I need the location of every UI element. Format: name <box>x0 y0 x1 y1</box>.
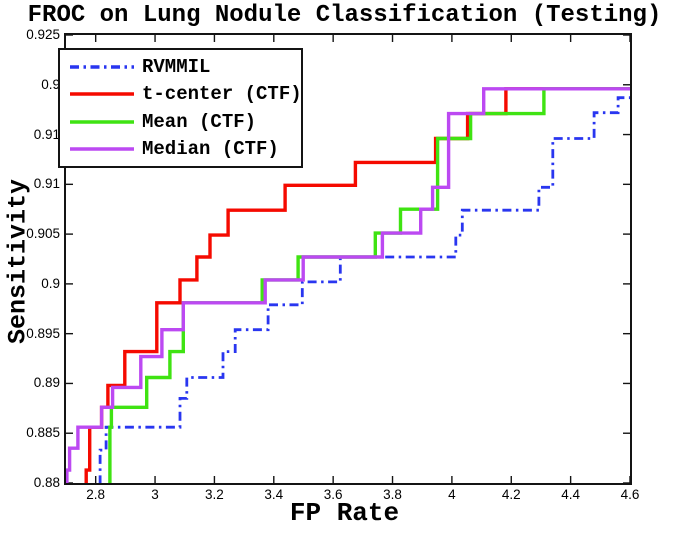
x-tick-label: 4.4 <box>561 487 581 502</box>
legend-row: Mean (CTF) <box>60 109 301 135</box>
y-tick-label: 0.895 <box>26 325 60 341</box>
legend-label: t-center (CTF) <box>142 83 302 106</box>
legend-line-icon <box>70 64 134 69</box>
legend-line-icon <box>70 120 134 124</box>
legend-label: Median (CTF) <box>142 138 279 161</box>
chart-title: FROC on Lung Nodule Classification (Test… <box>27 2 662 29</box>
y-axis-label: Sensitivity <box>3 178 33 345</box>
legend-label: Mean (CTF) <box>142 110 257 133</box>
x-tick-label: 4.6 <box>620 487 640 502</box>
y-tick-label: 0.905 <box>26 226 60 242</box>
legend-row: t-center (CTF) <box>60 81 302 107</box>
series-rvmmil <box>98 96 630 483</box>
y-tick-label: 0.885 <box>26 425 60 441</box>
legend-label: RVMMIL <box>142 55 211 78</box>
x-tick-label: 4.2 <box>501 487 521 502</box>
legend-row: RVMMIL <box>60 54 301 80</box>
y-tick-label: 0.9 <box>41 275 60 291</box>
legend: RVMMIL t-center (CTF) Mean (CTF) Median (CT… <box>58 48 303 168</box>
x-tick-label: 3.4 <box>264 487 284 502</box>
x-tick-label: 3 <box>151 487 159 502</box>
legend-line-icon <box>70 147 134 152</box>
x-tick-label: 3.8 <box>383 487 402 502</box>
y-tick-label: 0.925 <box>26 27 60 42</box>
y-tick-label: 0.88 <box>33 475 60 490</box>
x-tick-label: 3.6 <box>323 487 343 502</box>
plot-canvas <box>66 35 630 483</box>
x-axis-label: FP Rate <box>289 498 400 528</box>
x-tick-label: 3.2 <box>205 487 224 502</box>
y-tick-label: 0.9 <box>41 76 60 92</box>
series-median-ctf- <box>66 87 630 483</box>
y-tick-label: 0.91 <box>33 126 60 142</box>
y-tick-label: 0.89 <box>33 375 60 391</box>
x-tick-label: 2.8 <box>86 487 106 502</box>
legend-line-icon <box>70 92 134 96</box>
legend-row: Median (CTF) <box>60 136 301 162</box>
x-tick-label: 4 <box>448 487 456 502</box>
y-tick-label: 0.91 <box>33 176 60 192</box>
